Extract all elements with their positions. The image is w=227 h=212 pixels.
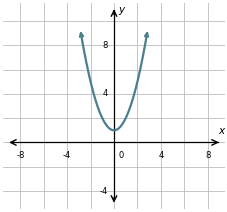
Text: x: x	[217, 126, 223, 136]
Text: 4: 4	[102, 89, 108, 98]
Text: 4: 4	[158, 151, 163, 160]
Text: -4: -4	[63, 151, 71, 160]
Text: 8: 8	[102, 41, 108, 50]
Text: -8: -8	[16, 151, 25, 160]
Text: y: y	[118, 5, 124, 15]
Text: 8: 8	[204, 151, 210, 160]
Text: -4: -4	[99, 187, 108, 195]
Text: 0: 0	[118, 151, 123, 160]
